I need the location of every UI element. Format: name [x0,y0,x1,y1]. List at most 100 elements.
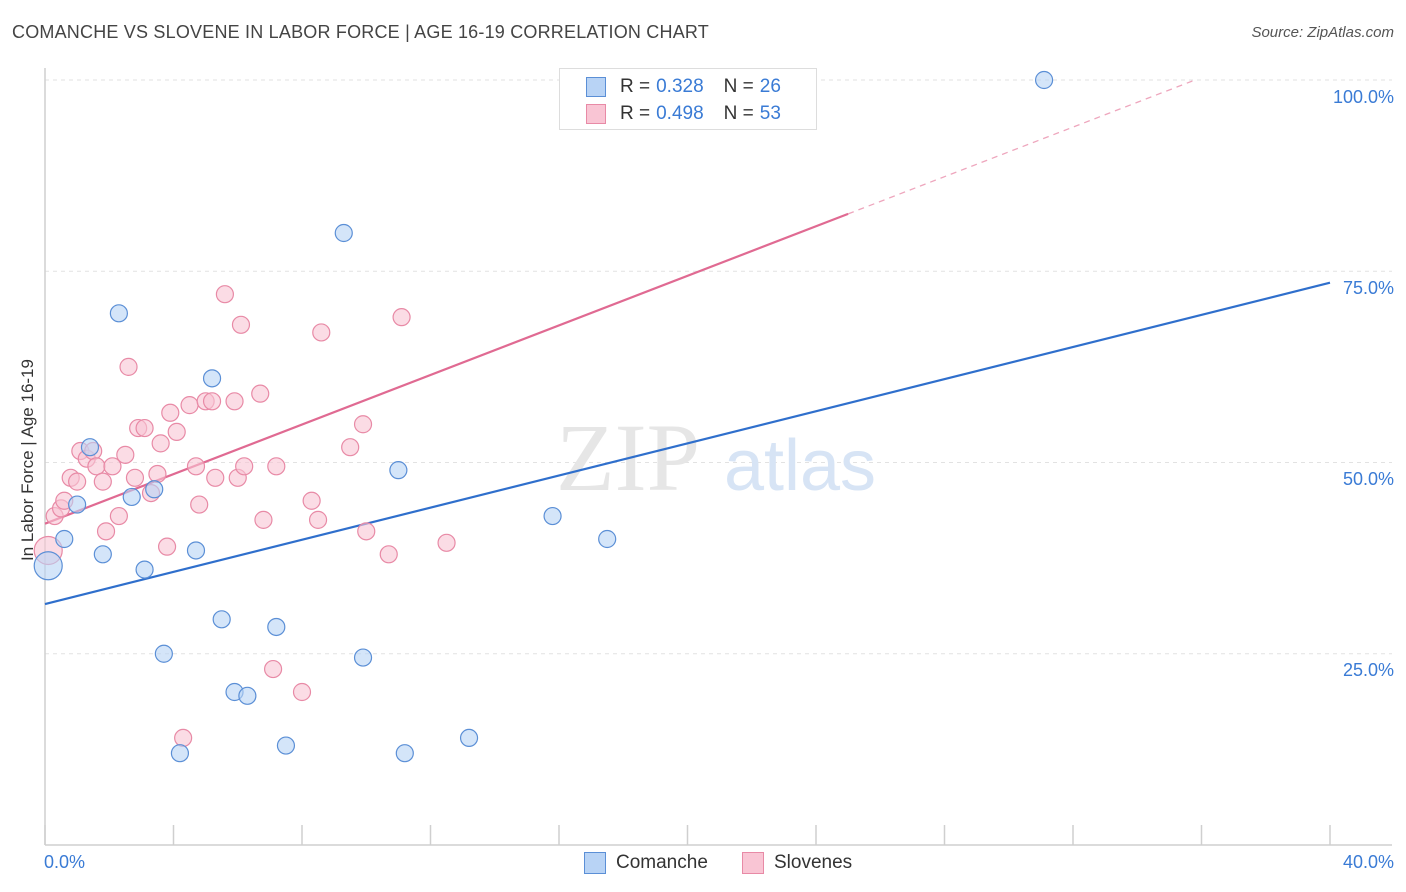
source-label: Source: ZipAtlas.com [1251,24,1394,41]
axes [44,68,1392,846]
comanche-point [543,506,562,526]
slovenes-point [341,438,360,457]
slovenes-point [93,472,112,491]
slovenes-point [109,506,128,526]
comanche-point [68,495,87,514]
bottom-legend-comanche: Comanche [584,852,708,874]
comanche-legend-swatch-icon [584,852,606,874]
comanche-point [276,736,296,755]
slovenes-swatch-icon [586,104,606,124]
comanche-point [93,545,112,564]
comanche-point [1034,70,1054,90]
y-tick-25: 25.0% [1342,660,1394,680]
slovenes-point [263,659,283,679]
trendlines [44,79,1331,606]
comanche-trendline [44,281,1331,606]
slovenes-point [202,392,222,411]
slovenes-point [206,468,225,487]
slovenes-point [267,457,286,476]
comanche-point [109,304,128,323]
comanche-point [170,744,190,763]
slovenes-point [215,285,234,304]
x-tick-min: 0.0% [44,852,86,872]
slovenes-trendline [44,212,849,525]
legend-n-label: N = [723,76,754,97]
slovenes-legend-label: Slovenes [774,852,853,873]
comanche-point [598,529,617,549]
comanche-point [459,728,479,748]
comanche-point [212,610,231,629]
slovenes-point [254,510,273,529]
slovenes-point [157,537,177,556]
slovenes-point [251,384,270,403]
slovenes-point [180,396,199,415]
slovenes-point [135,418,154,438]
slovenes-point [167,422,186,441]
y-tick-100: 100.0% [1332,87,1394,107]
slovenes-point [174,728,193,748]
slovenes-point [103,457,122,476]
comanche-point [202,369,222,388]
y-tick-50: 50.0% [1342,469,1394,489]
slovenes-point [87,457,106,476]
x-tick-max: 40.0% [1342,852,1394,872]
comanche-point [135,560,154,579]
legend-r-label: R = [620,76,651,97]
slovenes-point [292,682,312,702]
comanche-point [238,686,257,705]
y-axis-label: In Labor Force | Age 16-19 [18,359,37,561]
slovenes-point [437,533,456,552]
slovenes-point [353,415,373,434]
comanche-swatch-icon [586,77,606,97]
slovenes-point [119,357,138,376]
slovenes-point [225,392,244,411]
slovenes-point [161,403,180,422]
slovenes-point [302,491,321,510]
legend-row-slovenes: R = 0.498 N = 53 [586,102,781,126]
slovenes-point [308,510,328,529]
comanche-point [145,480,164,499]
slovenes-point [186,457,206,476]
comanche-point [267,617,286,637]
slovenes-point [392,308,411,327]
chart-title: COMANCHE VS SLOVENE IN LABOR FORCE | AGE… [12,22,709,42]
slovenes-point [96,522,116,541]
comanche-point [334,223,353,243]
correlation-legend: R = 0.328 N = 26 R = 0.498 N = 53 [559,68,817,130]
legend-r-value: 0.498 [656,103,704,124]
comanche-point [55,529,74,549]
comanche-point [80,438,100,457]
legend-n-value: 53 [759,103,781,124]
slovenes-point [357,522,376,541]
comanche-point [353,648,373,667]
comanche-legend-label: Comanche [616,852,708,873]
comanche-point [389,461,408,480]
data-points [33,70,1054,763]
slovenes-point [190,495,209,514]
gridlines [45,79,1392,655]
slovenes-point [68,472,87,491]
legend-row-comanche: R = 0.328 N = 26 [586,75,781,99]
legend-n-value: 26 [759,76,781,97]
comanche-point [122,487,141,507]
slovenes-point [231,315,251,334]
legend-n-label: N = [723,103,754,124]
slovenes-point [312,323,331,342]
y-tick-75: 75.0% [1342,278,1394,298]
slovenes-point [116,445,135,464]
slovenes-point [148,464,167,484]
comanche-point [154,644,173,663]
legend-r-value: 0.328 [656,76,704,97]
slovenes-point [151,434,170,453]
slovenes-point [125,468,145,487]
watermark-atlas: atlas [724,426,876,506]
comanche-point [33,551,63,581]
slovenes-legend-swatch-icon [742,852,764,874]
comanche-point [186,541,206,560]
slovenes-trendline-extension [847,79,1196,215]
bottom-legend-slovenes: Slovenes [742,852,852,874]
slovenes-point [235,457,254,476]
slovenes-point [379,545,398,564]
legend-r-label: R = [620,103,651,124]
